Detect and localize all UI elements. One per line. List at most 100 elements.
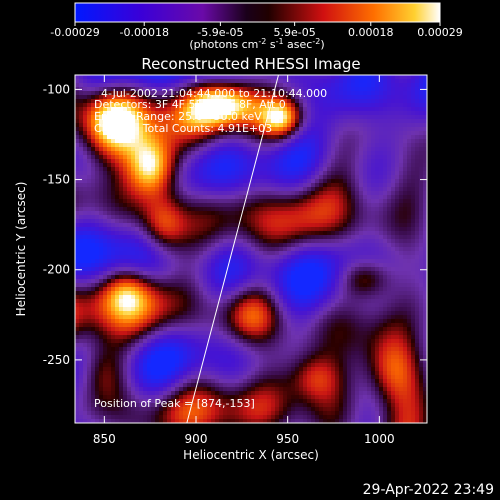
heatmap-cell — [127, 203, 131, 207]
heatmap-cell — [215, 143, 219, 147]
heatmap-cell — [275, 179, 279, 183]
heatmap-cell — [359, 275, 363, 279]
heatmap-cell — [199, 139, 203, 143]
heatmap-cell — [415, 91, 419, 95]
heatmap-cell — [171, 83, 175, 87]
heatmap-cell — [403, 103, 407, 107]
heatmap-cell — [183, 75, 187, 79]
heatmap-cell — [291, 75, 295, 79]
heatmap-cell — [127, 199, 131, 203]
heatmap-cell — [415, 211, 419, 215]
heatmap-cell — [375, 91, 379, 95]
heatmap-cell — [303, 243, 307, 247]
heatmap-cell — [379, 91, 383, 95]
heatmap-cell — [239, 159, 243, 163]
heatmap-cell — [151, 123, 155, 127]
heatmap-cell — [151, 199, 155, 203]
heatmap-cell — [271, 91, 275, 95]
heatmap-cell — [191, 103, 195, 107]
heatmap-cell — [139, 131, 143, 135]
heatmap-cell — [95, 123, 99, 127]
heatmap-cell — [355, 251, 359, 255]
heatmap-cell — [231, 259, 235, 263]
heatmap-cell — [215, 83, 219, 87]
heatmap-cell — [355, 91, 359, 95]
heatmap-cell — [159, 87, 163, 91]
heatmap-cell — [315, 111, 319, 115]
heatmap-cell — [275, 243, 279, 247]
heatmap-cell — [331, 235, 335, 239]
heatmap-cell — [407, 163, 411, 167]
heatmap-cell — [331, 183, 335, 187]
heatmap-cell — [87, 131, 91, 135]
heatmap-cell — [199, 143, 203, 147]
heatmap-cell — [295, 135, 299, 139]
heatmap-cell — [367, 127, 371, 131]
heatmap-cell — [319, 171, 323, 175]
heatmap-cell — [275, 147, 279, 151]
heatmap-cell — [299, 167, 303, 171]
heatmap-cell — [371, 191, 375, 195]
heatmap-cell — [139, 223, 143, 227]
heatmap-cell — [199, 223, 203, 227]
heatmap-cell — [287, 231, 291, 235]
heatmap-cell — [335, 223, 339, 227]
heatmap-cell — [255, 183, 259, 187]
heatmap-cell — [143, 175, 147, 179]
heatmap-cell — [183, 179, 187, 183]
heatmap-cell — [115, 163, 119, 167]
heatmap-cell — [211, 207, 215, 211]
heatmap-cell — [319, 103, 323, 107]
heatmap-cell — [187, 263, 191, 267]
heatmap-cell — [287, 87, 291, 91]
heatmap-cell — [275, 155, 279, 159]
heatmap-cell — [191, 207, 195, 211]
heatmap-cell — [207, 99, 211, 103]
heatmap-cell — [199, 199, 203, 203]
heatmap-cell — [175, 79, 179, 83]
heatmap-cell — [207, 263, 211, 267]
heatmap-cell — [355, 267, 359, 271]
heatmap-cell — [375, 131, 379, 135]
heatmap-cell — [355, 139, 359, 143]
heatmap-cell — [123, 115, 127, 119]
heatmap-cell — [203, 227, 207, 231]
heatmap-cell — [223, 227, 227, 231]
heatmap-cell — [263, 183, 267, 187]
heatmap-cell — [379, 87, 383, 91]
heatmap-cell — [155, 295, 159, 299]
heatmap-cell — [391, 275, 395, 279]
heatmap-cell — [243, 291, 247, 295]
heatmap-cell — [167, 143, 171, 147]
heatmap-cell — [243, 279, 247, 283]
heatmap-cell — [395, 171, 399, 175]
heatmap-cell — [111, 167, 115, 171]
heatmap-cell — [383, 275, 387, 279]
heatmap-cell — [135, 103, 139, 107]
heatmap-cell — [383, 255, 387, 259]
heatmap-cell — [139, 107, 143, 111]
heatmap-cell — [327, 103, 331, 107]
heatmap-cell — [83, 255, 87, 259]
heatmap-cell — [395, 143, 399, 147]
heatmap-cell — [111, 255, 115, 259]
heatmap-cell — [399, 235, 403, 239]
heatmap-cell — [363, 143, 367, 147]
heatmap-cell — [223, 131, 227, 135]
heatmap-cell — [343, 79, 347, 83]
heatmap-cell — [367, 175, 371, 179]
heatmap-cell — [219, 155, 223, 159]
heatmap-cell — [371, 139, 375, 143]
heatmap-cell — [259, 163, 263, 167]
heatmap-cell — [303, 147, 307, 151]
heatmap-cell — [215, 167, 219, 171]
heatmap-cell — [151, 287, 155, 291]
heatmap-cell — [187, 123, 191, 127]
heatmap-cell — [379, 99, 383, 103]
heatmap-cell — [347, 159, 351, 163]
heatmap-cell — [395, 247, 399, 251]
heatmap-cell — [211, 151, 215, 155]
heatmap-cell — [219, 243, 223, 247]
heatmap-cell — [167, 83, 171, 87]
heatmap-cell — [363, 135, 367, 139]
